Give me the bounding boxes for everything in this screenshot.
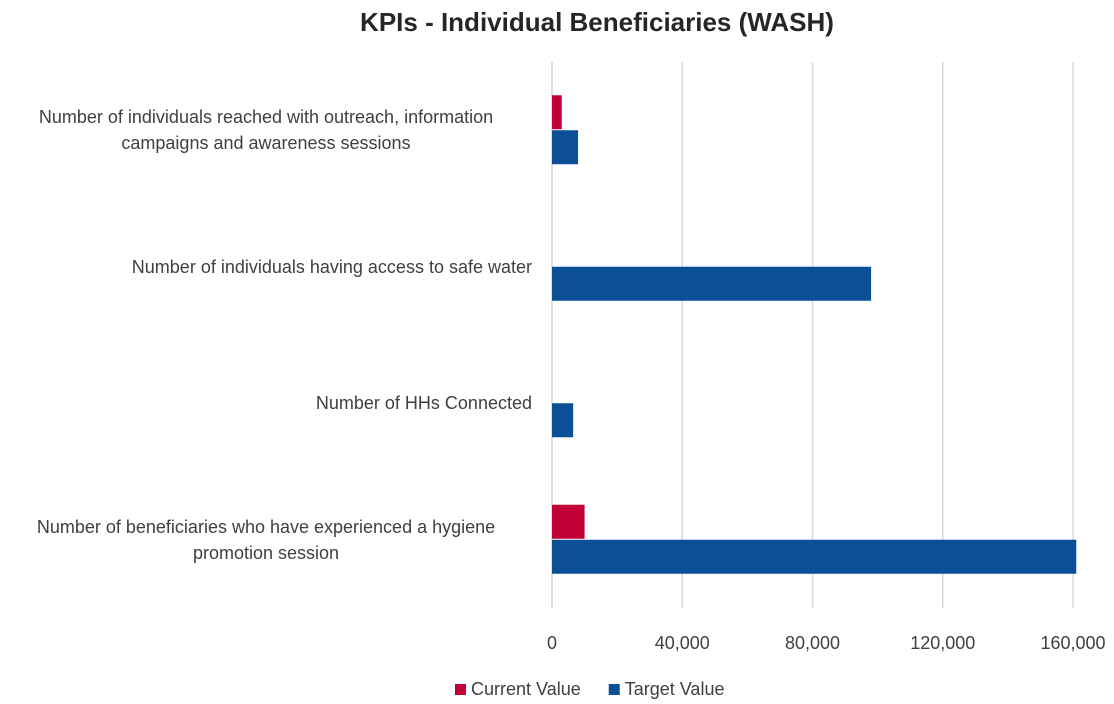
y-tick-label: Number of beneficiaries who have experie…: [0, 514, 532, 566]
legend-swatch: [608, 684, 620, 695]
x-tick-label: 40,000: [655, 633, 710, 653]
bar: [552, 266, 872, 301]
y-tick-label: Number of individuals reached with outre…: [0, 104, 532, 156]
legend-label: Current Value: [471, 679, 581, 699]
y-tick-text: Number of HHs Connected: [315, 393, 532, 414]
y-tick-text: Number of beneficiaries who have experie…: [36, 516, 496, 563]
x-tick-label: 120,000: [910, 633, 975, 653]
x-tick-label: 80,000: [785, 633, 840, 653]
y-tick-text: Number of individuals having access to s…: [131, 256, 532, 277]
x-tick-label: 160,000: [1040, 633, 1105, 653]
bar: [552, 539, 1077, 574]
bar: [552, 95, 562, 130]
legend-swatch: [455, 684, 466, 695]
y-tick-text: Number of individuals reached with outre…: [38, 107, 494, 154]
x-tick-label: 0: [547, 633, 557, 653]
y-tick-label: Number of individuals having access to s…: [0, 254, 532, 280]
bar: [552, 504, 585, 539]
legend-label: Target Value: [625, 679, 725, 699]
bar: [552, 130, 579, 165]
y-tick-label: Number of HHs Connected: [0, 390, 532, 416]
chart-title: KPIs - Individual Beneficiaries (WASH): [360, 7, 834, 37]
bar: [552, 403, 574, 438]
